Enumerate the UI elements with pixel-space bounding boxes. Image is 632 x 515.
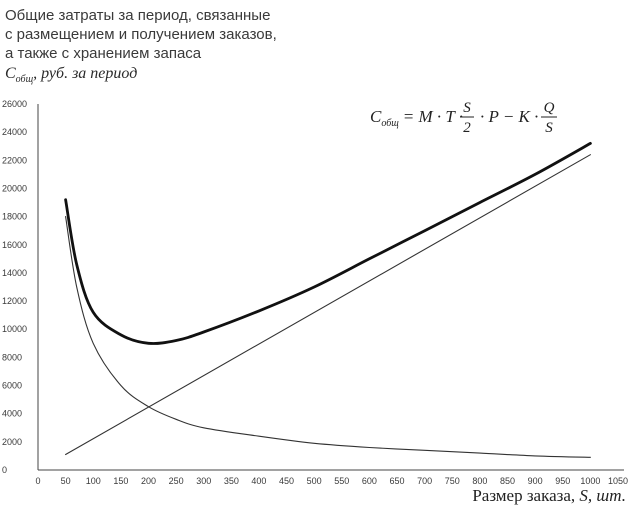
x-tick-label: 350 (224, 476, 239, 486)
title-line-3: а также с хранением запаса (5, 45, 202, 62)
x-tick-label: 50 (61, 476, 71, 486)
x-tick-label: 250 (169, 476, 184, 486)
y-tick-label: 6000 (2, 381, 22, 391)
title-line-2: с размещением и получением заказов, (5, 26, 277, 43)
y-tick-label: 0 (2, 465, 7, 475)
formula-tail: · P − K · (480, 107, 538, 126)
x-tick-label: 800 (472, 476, 487, 486)
x-tick-label: 200 (141, 476, 156, 486)
x-tick-label: 100 (86, 476, 101, 486)
y-tick-label: 4000 (2, 409, 22, 419)
y-axis-label-symbol: C (5, 65, 16, 82)
formula-frac2-num: Q (544, 100, 555, 116)
formula-frac1-num: S (463, 100, 471, 116)
x-tick-label: 700 (417, 476, 432, 486)
y-tick-label: 24000 (2, 127, 27, 137)
y-tick-labels: 0 2000 4000 6000 8000 10000 12000 14000 16000 180… (2, 99, 27, 475)
x-tick-label: 400 (251, 476, 266, 486)
x-tick-label: 950 (555, 476, 570, 486)
axes (37, 104, 624, 471)
y-tick-label: 20000 (2, 183, 27, 193)
series-line-hyperbolic (65, 216, 591, 458)
x-tick-label: 650 (390, 476, 405, 486)
y-tick-label: 22000 (2, 155, 27, 165)
x-tick-label: 900 (528, 476, 543, 486)
x-tick-label: 750 (445, 476, 460, 486)
series-line-linear (65, 154, 591, 456)
formula-frac2-den: S (545, 120, 553, 136)
y-tick-label: 12000 (2, 296, 27, 306)
x-tick-label: 600 (362, 476, 377, 486)
x-tick-label: 550 (334, 476, 349, 486)
x-axis-label-prefix: Размер заказа, (472, 486, 579, 505)
x-tick-labels: 0 50 100 150 200 250 300 350 400 450 500 550 600 650 7… (35, 476, 628, 486)
series-line-total (64, 142, 592, 345)
x-tick-label: 450 (279, 476, 294, 486)
x-tick-label: 850 (500, 476, 515, 486)
y-axis-label-subscript: общ (16, 74, 34, 85)
x-tick-label: 0 (35, 476, 40, 486)
formula-lhs-symbol: C (370, 107, 382, 126)
y-tick-label: 26000 (2, 99, 27, 109)
y-tick-label: 8000 (2, 352, 22, 362)
x-tick-label: 150 (113, 476, 128, 486)
y-tick-label: 16000 (2, 240, 27, 250)
y-axis-label-rest: , руб. за период (33, 65, 137, 82)
formula-lhs-subscript: общ (381, 118, 399, 129)
x-axis-label-suffix: , шт. (588, 486, 626, 505)
svg-text:Cобщ= M · T ·: Cобщ = M · T · (370, 107, 463, 129)
chart-title: Общие затраты за период, связанные с раз… (5, 7, 277, 62)
formula: Cобщ = M · T · S 2 · P − K · Q S (370, 100, 557, 136)
y-tick-label: 14000 (2, 268, 27, 278)
y-tick-label: 10000 (2, 324, 27, 334)
y-axis-label: Cобщ, руб. за период (5, 65, 137, 85)
formula-middle: = M · T · (403, 107, 463, 126)
x-tick-label: 1050 (608, 476, 628, 486)
y-tick-label: 18000 (2, 212, 27, 222)
x-axis-label: Размер заказа, S, шт. (472, 486, 626, 505)
formula-frac1-den: 2 (463, 120, 471, 136)
y-tick-label: 2000 (2, 437, 22, 447)
x-axis-label-symbol: S (579, 486, 588, 505)
x-tick-label: 500 (307, 476, 322, 486)
x-tick-label: 1000 (580, 476, 600, 486)
x-tick-label: 300 (196, 476, 211, 486)
title-line-1: Общие затраты за период, связанные (5, 7, 270, 24)
series-layer (64, 142, 592, 458)
